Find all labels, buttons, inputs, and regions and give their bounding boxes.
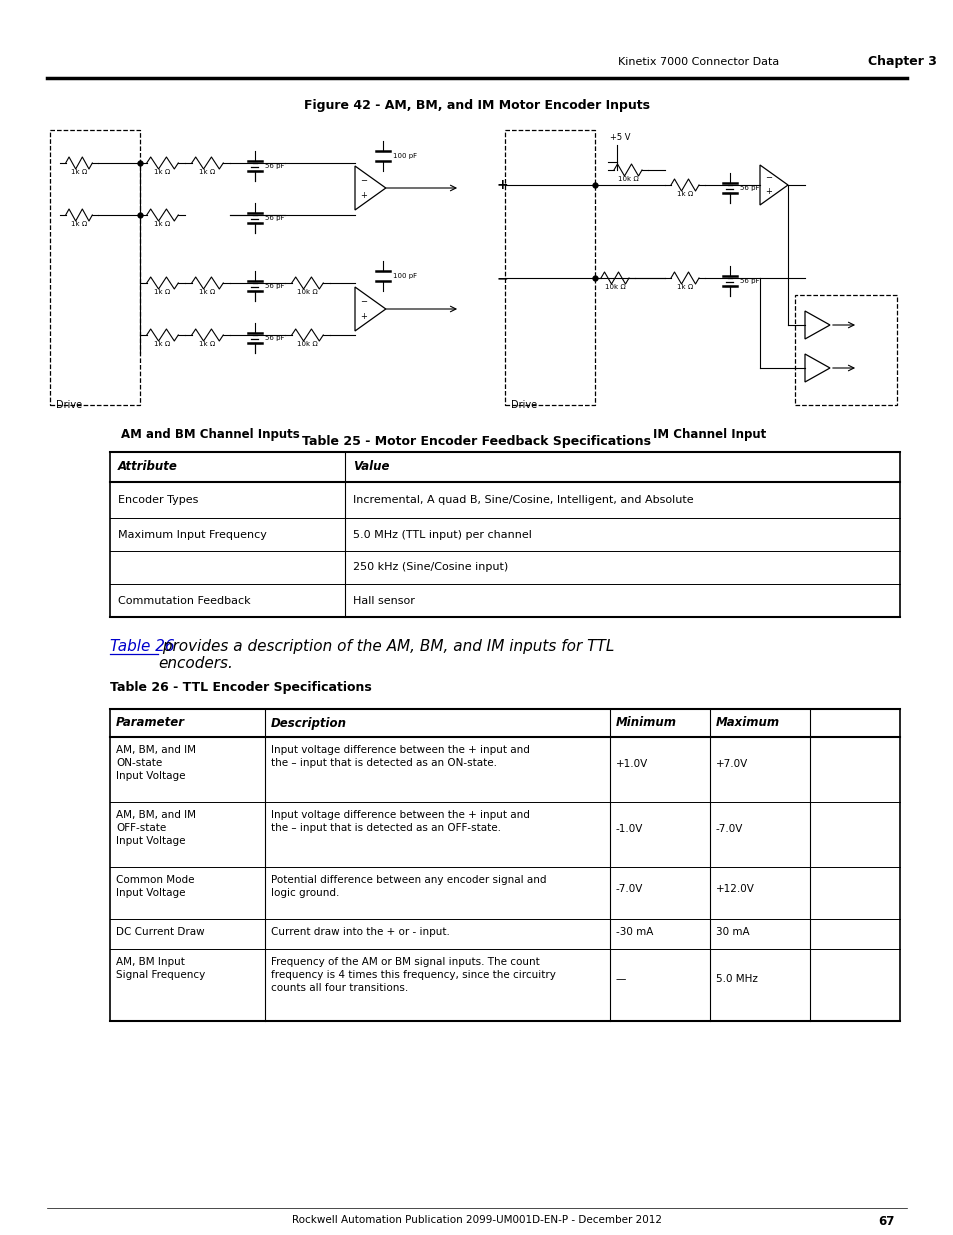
Text: −: − [764,173,771,183]
Text: Incremental, A quad B, Sine/Cosine, Intelligent, and Absolute: Incremental, A quad B, Sine/Cosine, Inte… [353,495,693,505]
Text: −: − [359,175,367,185]
Text: −: − [359,296,367,306]
Text: Chapter 3: Chapter 3 [867,56,936,68]
Text: DC Current Draw: DC Current Draw [116,927,204,937]
Text: +5 V: +5 V [609,133,630,142]
Text: 1k Ω: 1k Ω [154,289,171,295]
Text: Attribute: Attribute [118,461,177,473]
Text: +12.0V: +12.0V [716,884,754,894]
Text: counts all four transitions.: counts all four transitions. [271,983,408,993]
Text: AM, BM, and IM: AM, BM, and IM [116,745,195,755]
Text: 1k Ω: 1k Ω [71,169,87,175]
Text: 1k Ω: 1k Ω [677,191,693,198]
Text: 56 pF: 56 pF [265,163,284,169]
Text: Drive: Drive [511,400,537,410]
Text: Hall sensor: Hall sensor [353,595,415,605]
Text: 67: 67 [878,1215,894,1228]
Text: Table 26: Table 26 [110,638,174,655]
Text: 100 pF: 100 pF [393,273,416,279]
Text: Rockwell Automation Publication 2099-UM001D-EN-P - December 2012: Rockwell Automation Publication 2099-UM0… [292,1215,661,1225]
Text: the – input that is detected as an OFF-state.: the – input that is detected as an OFF-s… [271,823,500,832]
Text: 1k Ω: 1k Ω [199,341,215,347]
Text: 56 pF: 56 pF [265,335,284,341]
Text: provides a description of the AM, BM, and IM inputs for TTL
encoders.: provides a description of the AM, BM, an… [158,638,614,672]
Text: Input voltage difference between the + input and: Input voltage difference between the + i… [271,745,529,755]
Text: IM Channel Input: IM Channel Input [653,429,766,441]
Text: AM, BM, and IM: AM, BM, and IM [116,810,195,820]
Text: Table 26 - TTL Encoder Specifications: Table 26 - TTL Encoder Specifications [110,680,372,694]
Text: +1.0V: +1.0V [616,760,648,769]
Text: 250 kHz (Sine/Cosine input): 250 kHz (Sine/Cosine input) [353,562,508,573]
Text: Signal Frequency: Signal Frequency [116,969,205,981]
Text: -7.0V: -7.0V [716,824,742,835]
Text: 10k Ω: 10k Ω [617,177,638,182]
Text: Common Mode: Common Mode [116,876,194,885]
Text: 56 pF: 56 pF [740,185,759,191]
Text: logic ground.: logic ground. [271,888,339,898]
Text: Kinetix 7000 Connector Data: Kinetix 7000 Connector Data [618,57,779,67]
Text: Input Voltage: Input Voltage [116,771,185,781]
Text: Value: Value [353,461,389,473]
Text: Maximum: Maximum [716,716,780,730]
Bar [794,295,896,405]
Text: Table 25 - Motor Encoder Feedback Specifications: Table 25 - Motor Encoder Feedback Specif… [302,435,651,448]
Text: 1k Ω: 1k Ω [199,289,215,295]
Text: —: — [616,974,626,984]
Text: Current draw into the + or - input.: Current draw into the + or - input. [271,927,450,937]
Text: Input voltage difference between the + input and: Input voltage difference between the + i… [271,810,529,820]
Text: +7.0V: +7.0V [716,760,747,769]
Text: the – input that is detected as an ON-state.: the – input that is detected as an ON-st… [271,758,497,768]
Text: -30 mA: -30 mA [616,926,653,936]
Text: 5.0 MHz: 5.0 MHz [716,974,757,984]
Text: 1k Ω: 1k Ω [199,169,215,175]
Text: 56 pF: 56 pF [265,283,284,289]
Text: AM and BM Channel Inputs: AM and BM Channel Inputs [120,429,299,441]
Text: Frequency of the AM or BM signal inputs. The count: Frequency of the AM or BM signal inputs.… [271,957,539,967]
Text: 1k Ω: 1k Ω [677,284,693,290]
Text: −: − [496,270,507,285]
Text: 5.0 MHz (TTL input) per channel: 5.0 MHz (TTL input) per channel [353,530,532,540]
Text: Input Voltage: Input Voltage [116,888,185,898]
Text: -1.0V: -1.0V [616,824,642,835]
Text: 56 pF: 56 pF [265,215,284,221]
Text: +: + [764,188,771,196]
Text: 100 pF: 100 pF [393,153,416,159]
Text: 10k Ω: 10k Ω [296,341,317,347]
Text: 1k Ω: 1k Ω [154,221,171,227]
Text: 10k Ω: 10k Ω [604,284,625,290]
Text: Maximum Input Frequency: Maximum Input Frequency [118,530,267,540]
Bar [50,130,140,405]
Text: Drive: Drive [56,400,82,410]
Text: 10k Ω: 10k Ω [296,289,317,295]
Text: Description: Description [271,716,347,730]
Text: 1k Ω: 1k Ω [154,341,171,347]
Text: Parameter: Parameter [116,716,185,730]
Text: 1k Ω: 1k Ω [71,221,87,227]
Text: -7.0V: -7.0V [616,884,642,894]
Text: +: + [359,312,367,321]
Text: 30 mA: 30 mA [716,926,749,936]
Text: Input Voltage: Input Voltage [116,836,185,846]
Bar [504,130,595,405]
Text: frequency is 4 times this frequency, since the circuitry: frequency is 4 times this frequency, sin… [271,969,556,981]
Text: +: + [359,191,367,200]
Text: AM, BM Input: AM, BM Input [116,957,185,967]
Text: Potential difference between any encoder signal and: Potential difference between any encoder… [271,876,546,885]
Text: ON-state: ON-state [116,758,162,768]
Text: 56 pF: 56 pF [740,278,759,284]
Text: OFF-state: OFF-state [116,823,166,832]
Text: Figure 42 - AM, BM, and IM Motor Encoder Inputs: Figure 42 - AM, BM, and IM Motor Encoder… [304,100,649,112]
Text: Minimum: Minimum [616,716,677,730]
Text: +: + [496,178,507,191]
Text: 1k Ω: 1k Ω [154,169,171,175]
Text: Encoder Types: Encoder Types [118,495,198,505]
Text: Commutation Feedback: Commutation Feedback [118,595,251,605]
